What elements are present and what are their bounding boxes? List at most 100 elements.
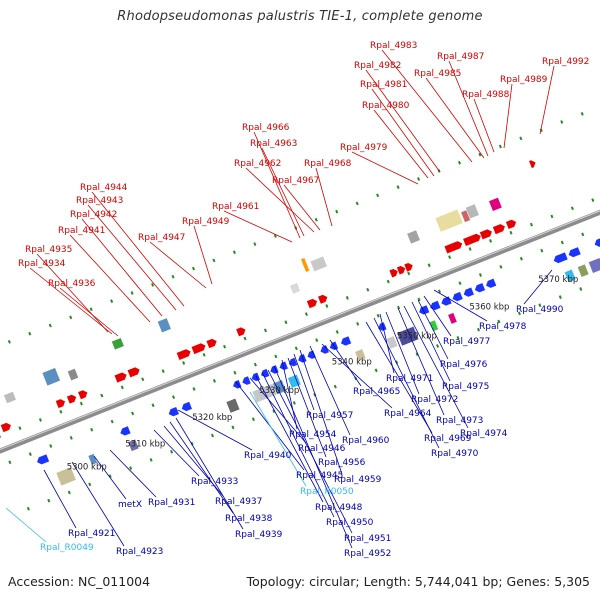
tick-mark-rev-inner	[417, 297, 421, 302]
forward-leader-line	[87, 204, 177, 311]
tick-mark-rev-outer	[272, 409, 276, 413]
reverse-leader-line	[261, 371, 335, 518]
scale-tick-label: 5300 kbp	[67, 463, 107, 473]
reverse-leader-line	[175, 417, 244, 530]
tick-mark-outer	[498, 144, 502, 149]
reverse-leader-line	[397, 307, 445, 416]
reverse-gene-arrow	[319, 344, 330, 355]
reverse-gene-arrow	[251, 372, 261, 382]
tick-mark-fwd-inner	[427, 263, 431, 268]
reverse-gene-label: Rpal_4960	[342, 436, 390, 446]
reverse-gene-label: Rpal_4923	[116, 547, 163, 557]
reverse-leader-line	[71, 461, 125, 547]
tick-mark-outer	[539, 128, 543, 133]
tick-mark-outer	[28, 331, 32, 336]
reverse-leader-line	[411, 301, 451, 382]
tick-mark-fwd-inner	[591, 198, 595, 203]
forward-leader-line	[69, 234, 151, 323]
reverse-leader-line	[153, 429, 200, 477]
forward-leader-line	[371, 88, 435, 177]
scale-tick-label: 5330 kbp	[259, 386, 299, 396]
tick-mark-rev-inner	[540, 248, 544, 253]
tick-mark-outer	[232, 250, 236, 255]
forward-leader-line	[539, 65, 555, 135]
forward-feature-box	[289, 282, 301, 295]
reverse-leader-line	[43, 469, 77, 529]
forward-gene-label: Rpal_4935	[25, 245, 72, 255]
tick-mark-fwd-inner	[345, 295, 349, 300]
forward-gene-arrow	[492, 223, 506, 235]
tick-mark-rev-inner	[356, 322, 360, 326]
reverse-gene-arrow	[594, 236, 600, 248]
reverse-leader-line	[365, 321, 433, 434]
reverse-gene-label: Rpal_4931	[148, 498, 195, 508]
forward-gene-arrow	[528, 159, 537, 169]
reverse-gene-label: Rpal_4954	[289, 430, 337, 440]
tick-mark-fwd-inner	[18, 426, 22, 430]
tick-mark-rev-outer	[292, 401, 296, 405]
forward-leader-line	[223, 210, 293, 243]
reverse-gene-label: Rpal_4921	[68, 529, 115, 539]
forward-leader-line	[351, 151, 419, 185]
reverse-leader-line	[93, 455, 127, 500]
forward-gene-label: Rpal_4961	[212, 202, 259, 212]
reverse-gene-arrow	[568, 246, 582, 258]
backbone-layer	[0, 112, 600, 511]
tick-mark-fwd-inner	[0, 434, 2, 439]
reverse-gene-arrow	[340, 335, 352, 347]
reverse-leader-line	[433, 289, 488, 322]
forward-gene-arrow	[306, 298, 318, 309]
reverse-leader-line	[267, 369, 353, 534]
forward-gene-label: Rpal_4944	[80, 183, 128, 193]
tick-mark-rev-inner	[233, 370, 237, 375]
reverse-feature-box	[564, 269, 577, 283]
forward-gene-label: Rpal_4936	[48, 279, 96, 289]
forward-feature-box	[41, 367, 61, 387]
reverse-feature-box	[385, 335, 399, 350]
tick-mark-rev-outer	[333, 384, 337, 389]
tick-mark-fwd-inner	[202, 352, 206, 357]
tick-mark-rev-inner	[69, 435, 73, 440]
tick-mark-fwd-inner	[120, 385, 124, 390]
forward-gene-arrow	[176, 348, 192, 361]
tick-mark-fwd-inner	[570, 206, 574, 211]
forward-gene-arrow	[127, 366, 141, 378]
forward-leader-line	[81, 218, 163, 317]
reverse-gene-arrow	[279, 360, 289, 371]
forward-gene-arrow	[403, 262, 414, 273]
forward-gene-arrow	[396, 265, 406, 276]
tick-mark-outer	[457, 160, 461, 165]
reverse-leader-line	[249, 377, 307, 444]
rna-leader-line	[249, 391, 307, 487]
reverse-leader-line	[385, 311, 420, 395]
tick-mark-fwd-inner	[529, 222, 533, 227]
tick-mark-fwd-inner	[366, 287, 370, 292]
reverse-gene-label: Rpal_4969	[424, 434, 472, 444]
forward-gene-arrow	[205, 338, 218, 349]
tick-mark-outer	[478, 152, 482, 157]
forward-gene-label: Rpal_4941	[58, 226, 105, 236]
forward-gene-arrow	[77, 389, 88, 400]
forward-leader-line	[448, 60, 489, 157]
forward-gene-label: Rpal_4983	[370, 41, 417, 51]
forward-leader-line	[253, 131, 301, 239]
tick-mark-fwd-inner	[100, 393, 104, 398]
reverse-feature-box	[577, 263, 590, 278]
tick-mark-rev-inner	[581, 232, 585, 237]
forward-gene-label: Rpal_4987	[437, 52, 484, 62]
tick-mark-fwd-inner	[489, 239, 493, 243]
tick-mark-outer	[151, 282, 155, 287]
reverse-leader-line	[109, 449, 157, 498]
forward-leader-line	[193, 225, 213, 285]
reverse-leader-line	[379, 313, 395, 374]
tick-mark-rev-inner	[212, 379, 216, 383]
reverse-gene-arrow	[306, 349, 317, 360]
forward-feature-box	[488, 197, 503, 212]
forward-feature-box	[157, 317, 172, 333]
reverse-gene-label: Rpal_4978	[479, 322, 527, 332]
tick-mark-outer	[89, 307, 93, 312]
reverse-gene-arrow	[440, 295, 453, 307]
forward-gene-arrow	[443, 240, 463, 254]
reverse-leader-line	[309, 345, 351, 436]
forward-gene-label: Rpal_4963	[250, 139, 297, 149]
